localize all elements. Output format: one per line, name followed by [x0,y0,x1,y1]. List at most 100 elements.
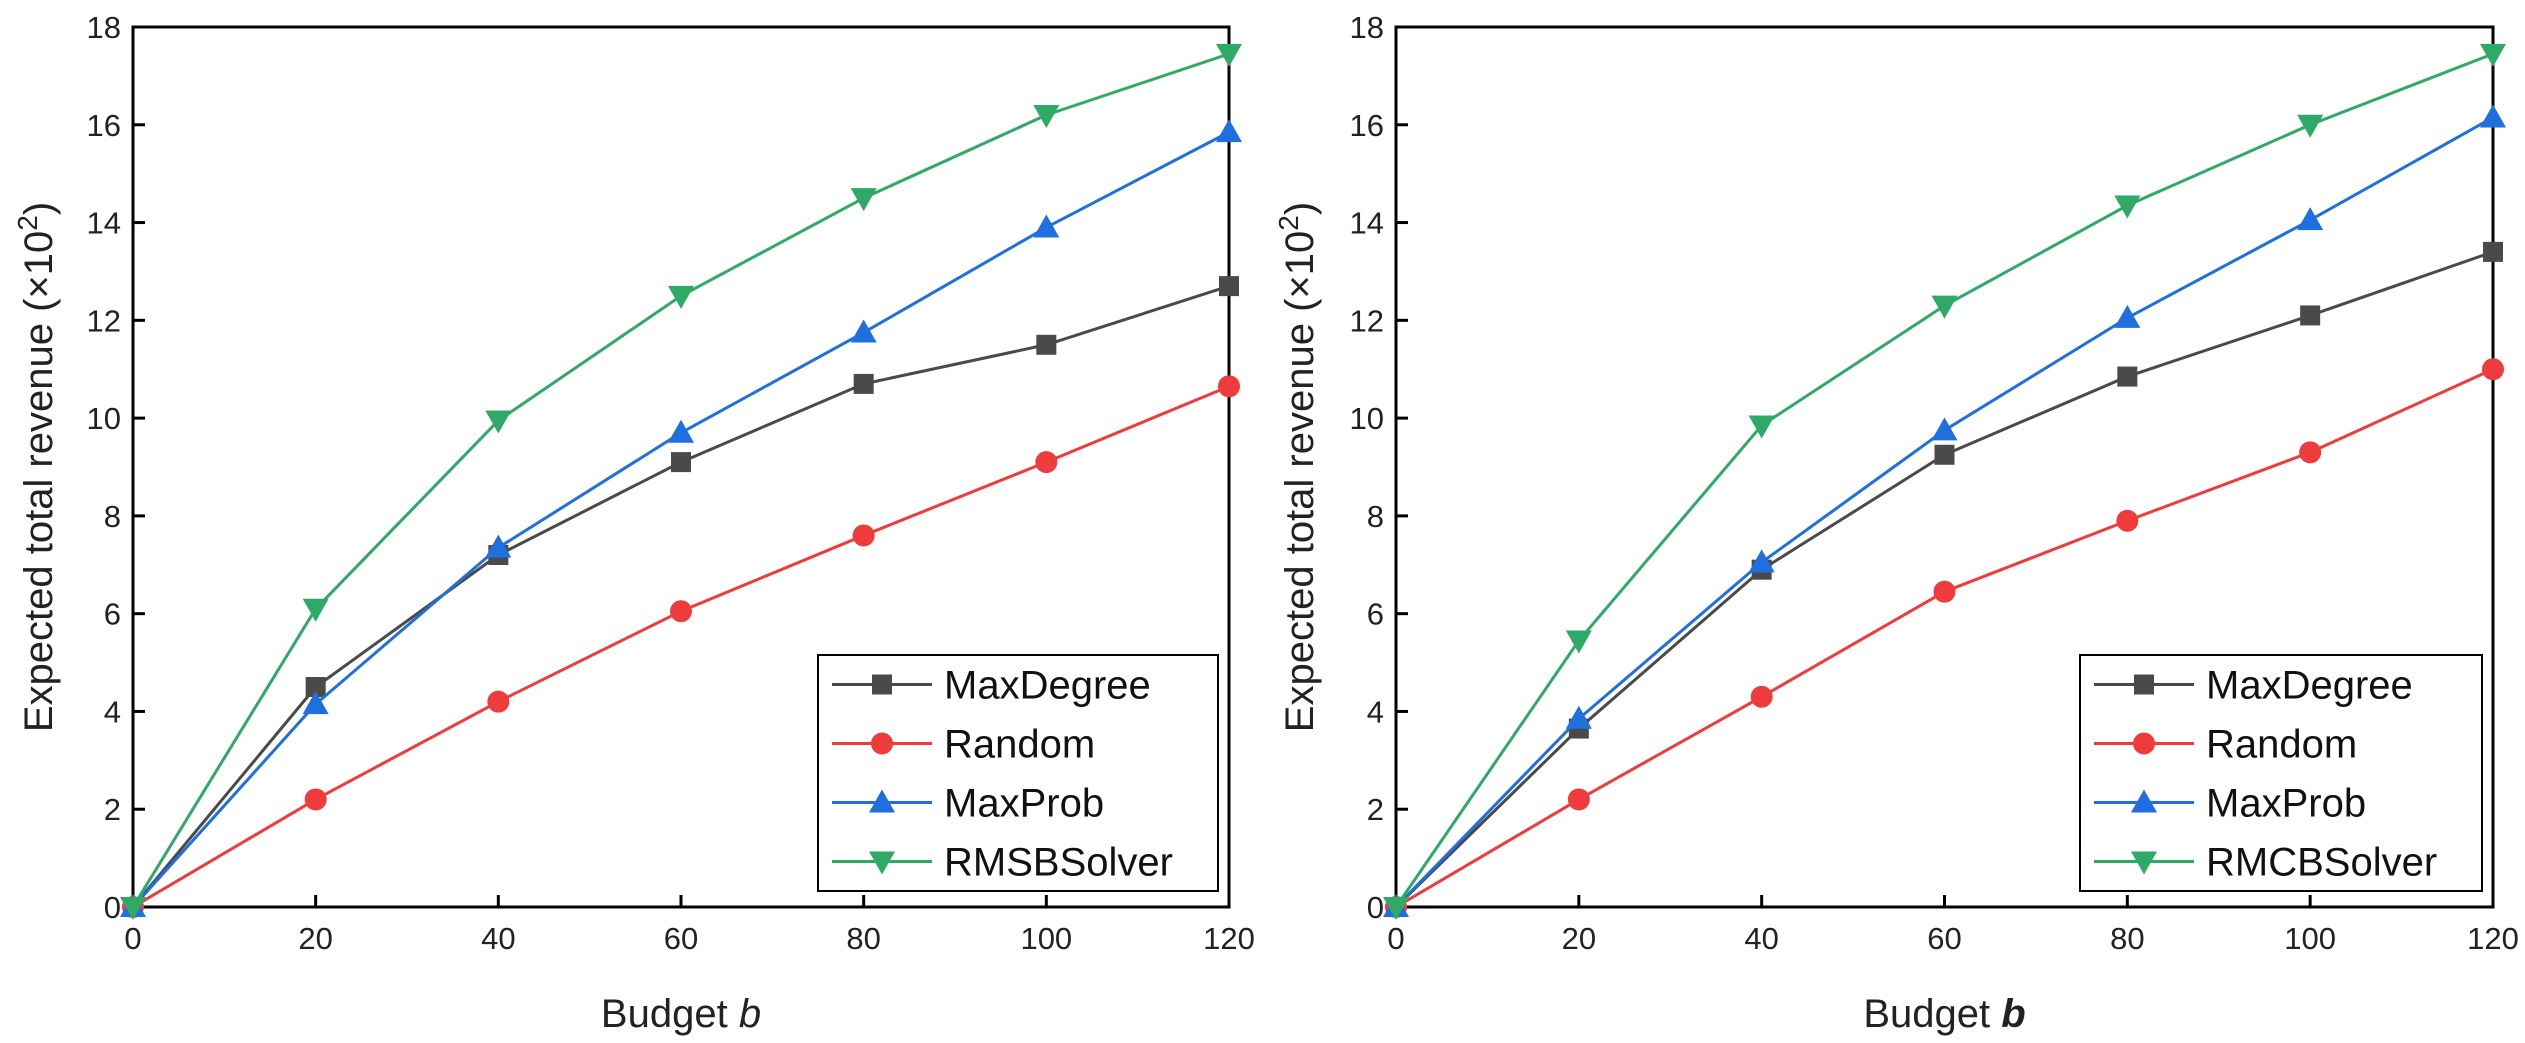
data-point [2482,358,2504,381]
data-point [2297,207,2324,231]
legend-item: Random [832,723,1095,767]
data-point [1216,119,1242,143]
data-point [1565,705,1592,729]
data-point [1750,685,1773,708]
series-MaxProb [1383,104,2506,917]
data-point [120,897,146,920]
chart-panel-1: 0 2 4 6 8 10 12 14 16 18 0 20 40 60 80 100 120 Budget b Ex… [12,10,1255,1036]
x-tick-label: 100 [2284,921,2336,956]
x-tick-label: 0 [124,921,141,956]
data-point [1934,444,1955,465]
x-tick-label: 120 [2467,921,2519,956]
data-point [1567,788,1590,811]
data-point [1931,417,1958,441]
x-tick-label: 60 [664,921,698,956]
data-point [850,188,877,212]
y-tick-label: 0 [1367,890,1384,925]
y-tick-label: 4 [104,694,121,729]
y-axis-title-close: ) [1278,202,1322,215]
data-point [304,788,327,811]
data-point [1933,580,1956,603]
x-tick-label: 40 [481,921,515,956]
y-tick-label: 18 [87,10,121,45]
y-tick-label: 16 [1350,108,1384,143]
y-tick-label: 8 [1367,499,1384,534]
y-tick-label: 10 [1350,401,1384,436]
x-tick-label: 40 [1744,921,1778,956]
y-tick-label: 14 [1350,206,1384,241]
y-tick-label: 0 [104,890,121,925]
x-tick-label: 120 [1203,921,1255,956]
y-tick-label: 12 [87,303,121,338]
y-axis-title-text: Expected total revenue (×10 [1278,231,1322,732]
x-tick-label: 0 [1387,921,1404,956]
data-point [485,410,512,434]
legend-marker [871,732,893,755]
chart-panel-2: 0 2 4 6 8 10 12 14 16 18 0 20 40 60 80 100 120 Budget b Ex… [1273,10,2519,1036]
data-point [852,524,875,547]
legend: MaxDegree Random MaxProb RMSBSolver [817,654,1219,892]
x-tick-label: 80 [846,921,880,956]
legend-marker [2131,851,2157,875]
y-tick-label: 2 [104,792,121,827]
data-point [1383,897,1409,920]
data-point [1035,451,1058,474]
y-tick-label: 2 [1367,792,1384,827]
legend-label: MaxProb [2206,782,2366,826]
legend-marker [869,851,895,875]
series-Random [1385,358,2504,918]
data-point [1565,630,1592,654]
data-point [1931,295,1958,319]
legend-label: Random [944,723,1095,767]
data-point [2114,304,2141,328]
legend-label: MaxDegree [944,664,1151,708]
y-tick-label: 18 [1350,10,1384,45]
data-point [302,598,329,622]
x-tick-label: 80 [2110,921,2144,956]
y-tick-label: 8 [104,499,121,534]
series-RMCBSolver [1383,43,2506,920]
legend-label: RMCBSolver [2206,841,2437,885]
series-RMSBSolver [120,43,1242,920]
data-point [487,690,510,713]
legend-item: MaxProb [832,782,1104,826]
data-point [1033,214,1060,238]
data-point [668,285,694,309]
y-axis-title-exponent: 2 [12,215,43,231]
data-point [1218,375,1240,398]
legend-item: MaxProb [2094,782,2366,826]
y-axis-title: Expected total revenue (×102) [1273,202,1322,732]
data-point [2480,43,2506,67]
y-tick-label: 10 [87,401,121,436]
data-point [1036,334,1057,355]
data-point [850,319,877,343]
data-point [2300,305,2321,326]
data-point [1748,549,1775,573]
y-tick-label: 16 [87,108,121,143]
x-axis-title-text: Budget [601,992,739,1036]
data-point [305,677,326,697]
data-point [2299,441,2322,464]
data-point [2483,241,2503,262]
data-point [668,419,694,443]
y-tick-label: 12 [1350,303,1384,338]
x-axis-title-variable: b [2001,992,2025,1036]
y-axis-title-text: Expected total revenue (×10 [17,231,61,732]
y-axis-title-close: ) [17,202,61,215]
y-axis-title-exponent: 2 [1273,215,1304,231]
x-tick-label: 20 [298,921,332,956]
y-axis-title: Expected total revenue (×102) [12,202,61,732]
legend-marker [872,674,892,695]
data-point [2297,114,2324,138]
legend-item: Random [2094,723,2357,767]
x-axis-title: Budget b [1863,992,2025,1036]
legend-label: Random [2206,723,2357,767]
data-point [2116,509,2139,532]
data-point [2114,195,2141,219]
legend-item: RMCBSolver [2094,841,2437,885]
data-point [853,373,874,394]
legend-item: MaxDegree [832,664,1151,708]
data-point [2117,366,2138,387]
legend-item: MaxDegree [2094,664,2413,708]
y-tick-label: 14 [87,206,121,241]
